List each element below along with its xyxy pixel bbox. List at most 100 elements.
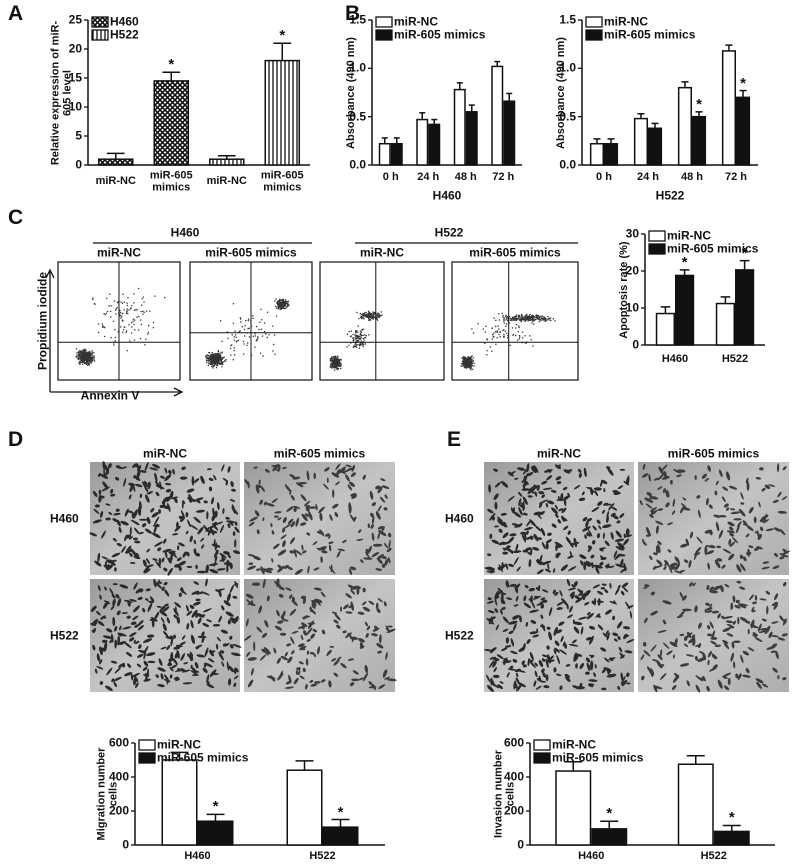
cell bbox=[494, 608, 499, 613]
flow-event bbox=[378, 313, 380, 315]
flow-event bbox=[461, 357, 463, 359]
flow-event bbox=[210, 361, 212, 363]
cell bbox=[335, 481, 341, 486]
cell bbox=[204, 662, 213, 668]
cell bbox=[333, 619, 339, 624]
cell bbox=[614, 538, 625, 542]
cell bbox=[193, 478, 200, 484]
flow-event bbox=[92, 298, 94, 301]
cell bbox=[203, 500, 208, 504]
cell bbox=[209, 669, 217, 677]
flow-event bbox=[140, 323, 143, 326]
bar bbox=[264, 59, 301, 166]
flow-event bbox=[133, 323, 135, 326]
flow-event bbox=[92, 356, 94, 358]
cell bbox=[711, 610, 720, 614]
significance-marker: * bbox=[741, 244, 748, 262]
flow-event bbox=[84, 351, 86, 353]
flow-event bbox=[77, 351, 79, 354]
cell bbox=[377, 650, 382, 654]
cell bbox=[282, 610, 286, 618]
flow-event bbox=[113, 300, 116, 302]
cell bbox=[643, 650, 651, 657]
flow-event bbox=[132, 320, 134, 322]
flow-plot bbox=[189, 261, 313, 381]
flow-event bbox=[82, 357, 84, 359]
cell bbox=[115, 593, 120, 599]
flow-event bbox=[521, 331, 524, 333]
cell bbox=[245, 618, 249, 627]
cell bbox=[98, 659, 103, 665]
flow-event bbox=[502, 329, 504, 332]
flow-event bbox=[149, 310, 151, 312]
cell bbox=[110, 488, 114, 494]
flow-event bbox=[360, 315, 362, 318]
cell bbox=[302, 597, 307, 605]
cell bbox=[602, 503, 612, 506]
flow-event bbox=[84, 356, 87, 359]
cell bbox=[503, 524, 508, 528]
flow-event bbox=[279, 299, 281, 301]
cell bbox=[492, 660, 497, 668]
cell bbox=[553, 667, 557, 673]
cell bbox=[258, 605, 263, 614]
cell bbox=[298, 661, 304, 665]
cell bbox=[164, 467, 168, 474]
flow-event bbox=[361, 318, 363, 320]
cell bbox=[543, 469, 553, 473]
cell bbox=[201, 636, 205, 644]
flow-event bbox=[334, 355, 337, 357]
cell bbox=[303, 500, 311, 507]
cell bbox=[704, 608, 707, 613]
cell bbox=[578, 616, 588, 620]
flow-event bbox=[463, 363, 466, 365]
flow-event bbox=[108, 305, 110, 307]
cell bbox=[211, 514, 216, 522]
cell bbox=[675, 562, 681, 571]
flow-event bbox=[464, 361, 467, 363]
flow-event bbox=[213, 359, 216, 361]
cell bbox=[755, 678, 764, 684]
cell bbox=[600, 587, 605, 590]
cell bbox=[758, 501, 761, 508]
cell bbox=[108, 463, 112, 469]
flow-event bbox=[380, 315, 382, 317]
flow-event bbox=[88, 364, 90, 366]
flow-event bbox=[330, 357, 333, 360]
flow-event bbox=[279, 302, 282, 304]
flow-event bbox=[354, 345, 356, 347]
cell bbox=[132, 605, 140, 613]
flow-event bbox=[83, 357, 85, 360]
cell bbox=[561, 598, 568, 606]
cell bbox=[103, 469, 107, 479]
cell bbox=[375, 602, 379, 610]
flow-event bbox=[239, 317, 241, 319]
cell bbox=[489, 513, 496, 521]
cell bbox=[579, 590, 584, 596]
flow-event bbox=[377, 316, 379, 318]
flow-event bbox=[90, 358, 92, 360]
flow-event bbox=[136, 309, 138, 311]
cell bbox=[106, 564, 114, 571]
flow-event bbox=[528, 318, 531, 320]
flow-event bbox=[470, 356, 472, 358]
flow-event bbox=[89, 351, 91, 353]
cell bbox=[360, 559, 364, 563]
flow-event bbox=[359, 330, 362, 332]
cell bbox=[266, 502, 275, 507]
cell bbox=[722, 548, 732, 554]
flow-event bbox=[234, 330, 236, 332]
cell bbox=[161, 557, 165, 563]
cell bbox=[521, 534, 527, 543]
flow-event bbox=[367, 315, 369, 317]
cell bbox=[101, 639, 108, 643]
cell bbox=[94, 668, 98, 674]
cell bbox=[110, 493, 116, 497]
cell bbox=[361, 601, 367, 606]
flow-event bbox=[340, 365, 342, 367]
panel-letter: D bbox=[8, 427, 24, 451]
cell bbox=[378, 530, 387, 536]
flow-event bbox=[103, 326, 106, 329]
flow-event bbox=[233, 336, 235, 338]
flow-event bbox=[76, 355, 78, 358]
